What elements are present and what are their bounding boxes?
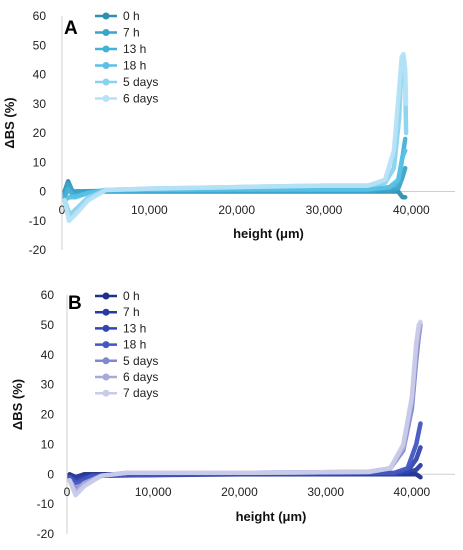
legend: 0 h 7 h 13 h 18 h 5 days 6 days [95, 9, 158, 106]
legend: 0 h 7 h 13 h 18 h 5 days 6 days 7 days [95, 289, 158, 400]
y-tick-label: 0 [39, 185, 46, 199]
series-line-7-days [67, 319, 423, 498]
panel-label: A [64, 18, 78, 39]
legend-label: 5 days [123, 75, 158, 89]
legend-swatch-marker [102, 95, 110, 102]
legend-label: 13 h [123, 321, 146, 335]
legend-swatch-marker [102, 373, 110, 381]
x-tick-label: 0 [64, 485, 71, 499]
y-tick-label: -20 [37, 527, 55, 541]
y-tick-label: -10 [37, 497, 55, 511]
series-line-6-days [62, 51, 409, 224]
y-tick-label: -20 [29, 243, 47, 257]
x-tick-label: 20,000 [218, 203, 255, 217]
legend-swatch-marker [102, 341, 110, 349]
y-tick-label: -10 [29, 214, 47, 228]
x-axis-label: height (μm) [236, 509, 307, 524]
y-tick-label: 20 [41, 408, 55, 422]
legend-swatch-marker [102, 12, 110, 20]
legend-item: 6 days [95, 92, 158, 106]
x-tick-label: 30,000 [307, 485, 344, 499]
legend-item: 7 h [95, 26, 140, 40]
x-tick-label: 40,000 [394, 485, 431, 499]
legend-item: 7 days [95, 386, 158, 400]
y-tick-label: 20 [33, 126, 47, 140]
legend-label: 5 days [123, 354, 158, 368]
panel-label: B [68, 293, 82, 314]
x-tick-label: 0 [59, 203, 66, 217]
x-tick-label: 40,000 [393, 203, 430, 217]
y-axis-label: ΔBS (%) [2, 97, 17, 148]
legend-item: 6 days [95, 370, 158, 384]
y-tick-label: 30 [41, 378, 55, 392]
x-tick-label: 20,000 [221, 485, 258, 499]
legend-label: 0 h [123, 9, 140, 23]
legend-item: 13 h [95, 321, 146, 335]
legend-label: 13 h [123, 42, 146, 56]
legend-label: 18 h [123, 59, 146, 73]
x-tick-label: 30,000 [306, 203, 343, 217]
legend-label: 7 days [123, 386, 158, 400]
legend-label: 6 days [123, 92, 158, 106]
legend-item: 0 h [95, 289, 140, 303]
y-tick-label: 60 [33, 9, 47, 23]
legend-item: 0 h [95, 9, 140, 23]
legend-swatch-marker [102, 45, 110, 53]
legend-label: 7 h [123, 305, 140, 319]
y-tick-label: 60 [41, 288, 55, 302]
x-axis-label: height (μm) [233, 226, 304, 241]
y-tick-label: 50 [33, 38, 47, 52]
x-tick-label: 10,000 [135, 485, 172, 499]
legend-swatch-marker [102, 389, 110, 397]
x-tick-label: 10,000 [131, 203, 168, 217]
y-tick-label: 50 [41, 318, 55, 332]
legend-item: 7 h [95, 305, 140, 319]
y-tick-label: 30 [33, 97, 47, 111]
legend-label: 7 h [123, 26, 140, 40]
legend-swatch-marker [102, 29, 110, 36]
legend-item: 5 days [95, 354, 158, 368]
legend-item: 5 days [95, 75, 158, 89]
y-tick-label: 10 [41, 437, 55, 451]
y-tick-label: 40 [41, 348, 55, 362]
panel-b: -20 -10 0 10 20 30 40 50 60 0 10,000 20,000 30,000 40… [10, 288, 455, 541]
legend-item: 13 h [95, 42, 146, 56]
legend-label: 18 h [123, 338, 146, 352]
legend-label: 0 h [123, 289, 140, 303]
legend-item: 18 h [95, 59, 146, 73]
legend-swatch-marker [102, 357, 110, 365]
legend-swatch-marker [102, 292, 110, 300]
legend-swatch-marker [102, 324, 110, 332]
legend-label: 6 days [123, 370, 158, 384]
y-axis-label: ΔBS (%) [10, 379, 25, 430]
y-tick-label: 10 [33, 155, 47, 169]
legend-swatch-marker [102, 78, 110, 86]
y-tick-label: 0 [47, 467, 54, 481]
legend-item: 18 h [95, 338, 146, 352]
panel-a: -20 -10 0 10 20 30 40 50 60 0 10,000 20,000 30,000 40… [2, 9, 455, 257]
legend-swatch-marker [102, 308, 110, 316]
y-tick-label: 40 [33, 68, 47, 82]
legend-swatch-marker [102, 62, 110, 69]
